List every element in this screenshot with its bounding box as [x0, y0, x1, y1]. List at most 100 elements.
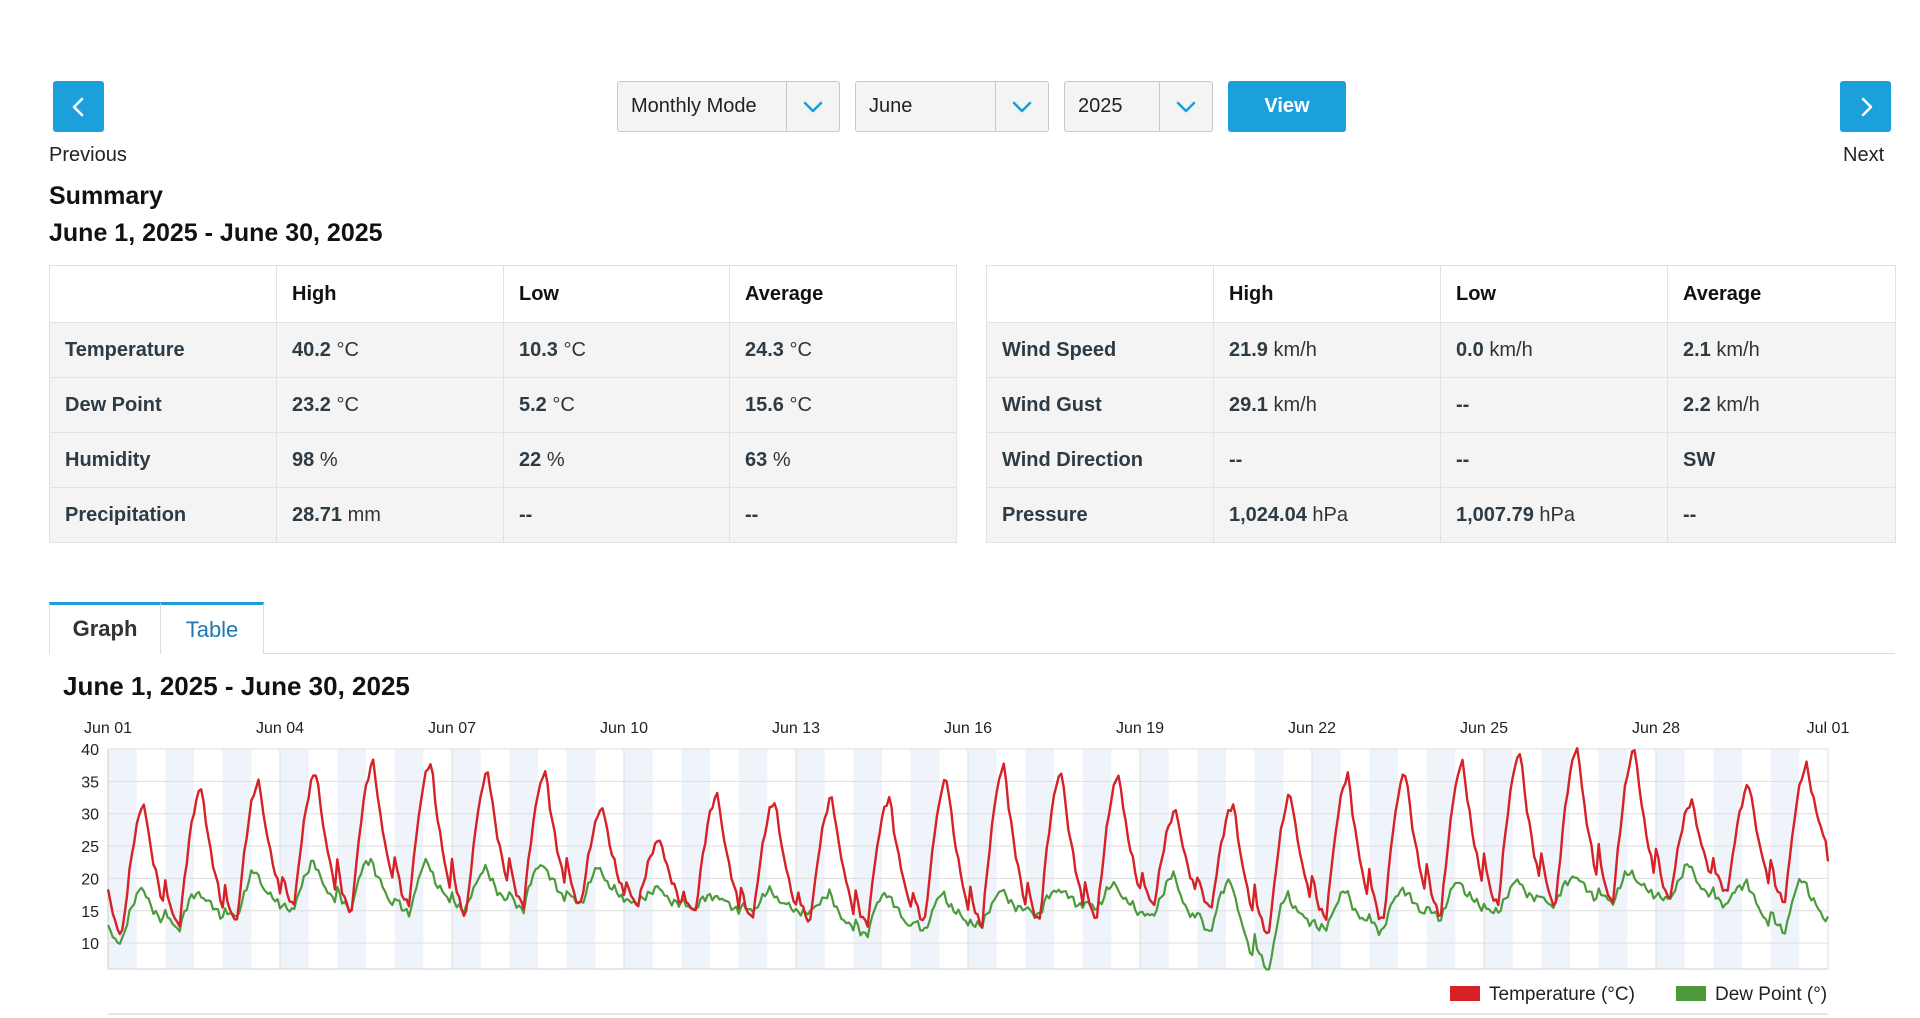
y-tick-label: 25 [81, 839, 99, 856]
month-select-value: June [869, 95, 913, 117]
legend-swatch-temperature [1450, 986, 1480, 1001]
tab-graph[interactable]: Graph [49, 602, 161, 654]
x-tick-label: Jun 16 [944, 720, 992, 737]
day-band [738, 749, 768, 969]
y-tick-label: 10 [81, 936, 99, 953]
cell-high: 40.2 °C [276, 322, 504, 378]
cell-low: 10.3 °C [503, 322, 730, 378]
unit: °C [789, 338, 812, 361]
unit: °C [336, 393, 359, 416]
previous-button[interactable] [53, 81, 104, 132]
next-button[interactable] [1840, 81, 1891, 132]
unit: °C [552, 393, 575, 416]
day-band [910, 749, 940, 969]
year-select[interactable]: 2025 [1064, 81, 1213, 132]
day-band [1197, 749, 1226, 969]
row-label: Wind Speed [986, 322, 1214, 378]
y-tick-label: 30 [81, 807, 99, 824]
value: 10.3 [519, 338, 558, 361]
next-label[interactable]: Next [1843, 144, 1885, 166]
unit: km/h [1273, 338, 1317, 361]
dew-point-line [106, 857, 1829, 971]
cell-avg: -- [729, 487, 957, 543]
legend-label-temperature: Temperature (°C) [1489, 984, 1635, 1005]
tab-table[interactable]: Table [160, 602, 264, 654]
value: -- [1456, 448, 1470, 471]
value: 2.2 [1683, 393, 1711, 416]
value: 98 [292, 448, 315, 471]
value: 1,007.79 [1456, 503, 1534, 526]
table-row: Precipitation 28.71 mm -- -- [49, 487, 957, 543]
previous-label[interactable]: Previous [49, 144, 127, 166]
day-band [1598, 749, 1628, 969]
cell-avg: 24.3 °C [729, 322, 957, 378]
table-row: Wind Gust 29.1 km/h -- 2.2 km/h [986, 377, 1896, 433]
day-band [1770, 749, 1800, 969]
y-tick-label: 35 [81, 774, 99, 791]
unit: % [546, 448, 565, 471]
x-tick-label: Jun 04 [256, 720, 304, 737]
value: 22 [519, 448, 542, 471]
value: 29.1 [1229, 393, 1268, 416]
unit: °C [336, 338, 359, 361]
day-band [681, 749, 710, 969]
cell-avg: -- [1667, 487, 1896, 543]
day-band [1140, 749, 1169, 969]
value: 63 [745, 448, 768, 471]
day-band [280, 749, 309, 969]
unit: °C [789, 393, 812, 416]
header-cell: Low [503, 265, 730, 323]
month-select[interactable]: June [855, 81, 1049, 132]
legend-swatch-dew-point [1676, 986, 1706, 1001]
day-band [1656, 749, 1685, 969]
table-row: Temperature 40.2 °C 10.3 °C 24.3 °C [49, 322, 957, 378]
day-band [566, 749, 596, 969]
x-tick-label: Jul 01 [1807, 720, 1850, 737]
header-cell [49, 265, 277, 323]
value: -- [519, 503, 533, 526]
unit: km/h [1716, 393, 1760, 416]
summary-table-right: High Low Average Wind Speed 21.9 km/h 0.… [986, 265, 1896, 543]
chevron-down-icon [1159, 82, 1212, 131]
row-label: Temperature [49, 322, 277, 378]
cell-high: 29.1 km/h [1213, 377, 1441, 433]
table-row: Wind Direction -- -- SW [986, 432, 1896, 488]
day-band [1254, 749, 1284, 969]
cell-high: 1,024.04 hPa [1213, 487, 1441, 543]
day-band [165, 749, 194, 969]
day-band [1025, 749, 1054, 969]
chart-title: June 1, 2025 - June 30, 2025 [63, 671, 410, 701]
day-band [1541, 749, 1570, 969]
summary-date-range: June 1, 2025 - June 30, 2025 [49, 219, 383, 247]
cell-avg: 63 % [729, 432, 957, 488]
day-band [337, 749, 366, 969]
cell-low: -- [1440, 432, 1668, 488]
x-tick-label: Jun 07 [428, 720, 476, 737]
unit: hPa [1539, 503, 1576, 526]
value: 24.3 [745, 338, 784, 361]
x-tick-label: Jun 19 [1116, 720, 1164, 737]
row-label: Humidity [49, 432, 277, 488]
table-row: Pressure 1,024.04 hPa 1,007.79 hPa -- [986, 487, 1896, 543]
cell-high: 23.2 °C [276, 377, 504, 433]
legend-label-dew-point: Dew Point (°) [1715, 984, 1827, 1005]
chevron-down-icon [786, 82, 839, 131]
value: -- [1683, 503, 1697, 526]
cell-avg: 15.6 °C [729, 377, 957, 433]
value: 15.6 [745, 393, 784, 416]
header-cell: Average [1667, 265, 1896, 323]
table-header-row: High Low Average [986, 265, 1896, 323]
value: -- [1229, 448, 1243, 471]
summary-title: Summary [49, 182, 163, 210]
day-band [452, 749, 481, 969]
mode-select[interactable]: Monthly Mode [617, 81, 840, 132]
temperature-line [106, 747, 1830, 936]
view-button[interactable]: View [1228, 81, 1346, 132]
unit: hPa [1312, 503, 1349, 526]
day-band [1369, 749, 1398, 969]
row-label: Precipitation [49, 487, 277, 543]
header-cell: Low [1440, 265, 1668, 323]
table-row: Wind Speed 21.9 km/h 0.0 km/h 2.1 km/h [986, 322, 1896, 378]
x-tick-label: Jun 22 [1288, 720, 1336, 737]
